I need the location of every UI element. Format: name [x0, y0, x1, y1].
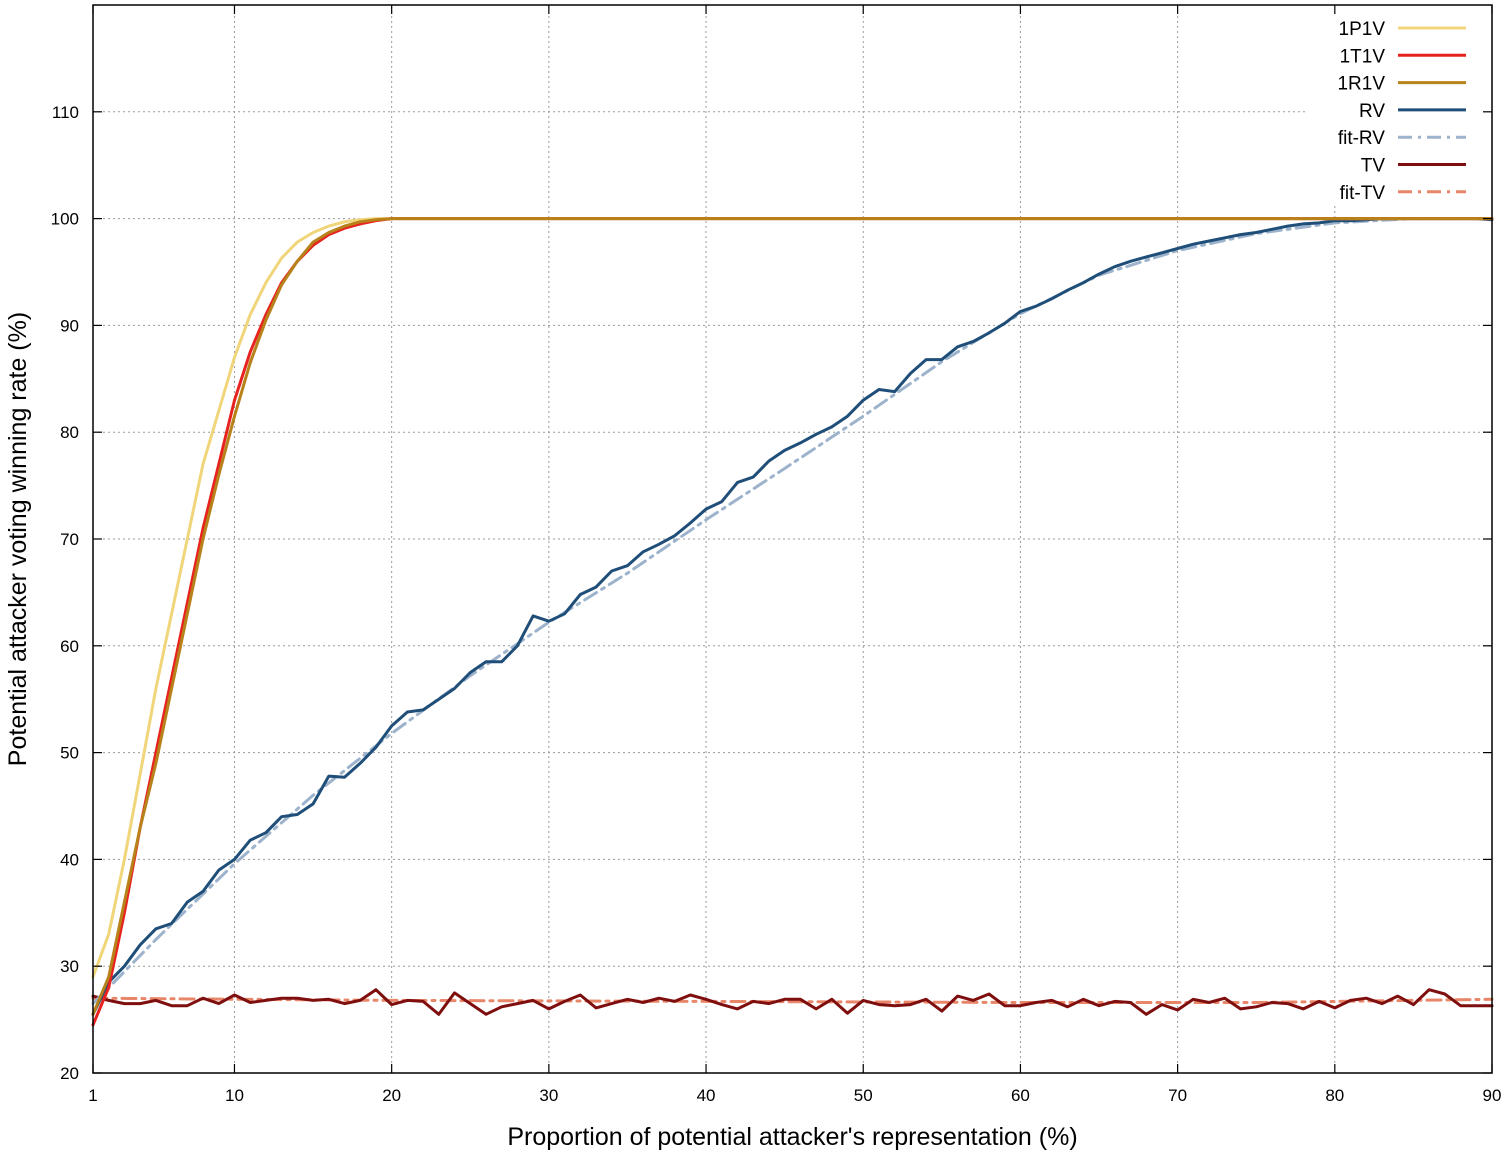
y-tick-label: 30 — [60, 957, 79, 976]
x-tick-label: 30 — [539, 1086, 558, 1105]
y-tick-label: 110 — [52, 103, 79, 122]
y-tick-label: 50 — [60, 744, 79, 763]
legend-label-tv: TV — [1361, 156, 1386, 177]
x-tick-label: 70 — [1168, 1086, 1187, 1105]
x-tick-label: 50 — [854, 1086, 873, 1105]
x-tick-label: 60 — [1011, 1086, 1030, 1105]
y-tick-label: 70 — [60, 530, 79, 549]
legend-label-1t1v: 1T1V — [1340, 46, 1386, 67]
series-line-rv — [91, 217, 1494, 1016]
grid — [93, 5, 1492, 1073]
series-line-1r1v — [91, 217, 1494, 1016]
axis-ticks: 1 10 20 30 40 50 60 70 80 90203040506070809010011… — [51, 5, 1501, 1105]
x-tick-label: 90 — [1483, 1086, 1501, 1105]
x-tick-label: 10 — [225, 1086, 244, 1105]
x-tick-label: 80 — [1325, 1086, 1344, 1105]
series-line-1p1v — [91, 217, 1494, 979]
legend-label-1p1v: 1P1V — [1339, 19, 1386, 40]
x-tick-label: 1 — [88, 1086, 97, 1105]
y-tick-label: 80 — [60, 423, 79, 442]
legend-label-fit-rv: fit-RV — [1338, 128, 1385, 149]
y-tick-label: 100 — [51, 210, 79, 229]
y-axis-title: Potential attacker voting winning rate (… — [4, 312, 32, 766]
legend-label-1r1v: 1R1V — [1337, 74, 1385, 95]
y-tick-label: 90 — [60, 316, 79, 335]
legend-label-fit-tv: fit-TV — [1340, 183, 1386, 204]
x-tick-label: 40 — [697, 1086, 716, 1105]
legend: 1P1V 1T1V 1R1V RV fit-RV TV fit-TV — [1337, 19, 1466, 204]
legend-label-rv: RV — [1359, 101, 1385, 122]
x-tick-label: 20 — [382, 1086, 401, 1105]
y-tick-label: 40 — [60, 850, 79, 869]
y-tick-label: 20 — [60, 1064, 79, 1083]
series-line-fit-rv — [91, 217, 1494, 1006]
y-tick-label: 60 — [60, 637, 79, 656]
plot-series — [91, 217, 1494, 1027]
x-axis-title: Proportion of potential attacker's repre… — [507, 1123, 1077, 1151]
series-line-tv — [91, 988, 1494, 1016]
series-line-fit-tv — [91, 996, 1494, 1004]
